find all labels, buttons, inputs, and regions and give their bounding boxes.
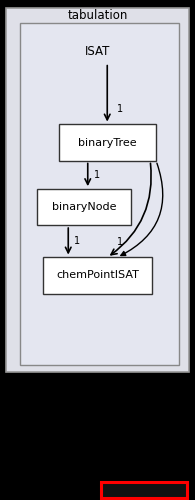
Text: 1: 1 [117,104,123,115]
Text: 1: 1 [74,236,80,246]
Text: ISAT: ISAT [85,45,110,58]
Bar [43,258,152,294]
Text: chemPointISAT: chemPointISAT [56,270,139,280]
Text: tabulation: tabulation [67,8,128,22]
Bar [58,124,156,160]
Bar [101,482,187,498]
Bar [37,189,131,225]
Text: binaryNode: binaryNode [52,202,116,212]
Text: 1: 1 [117,238,123,247]
Text: 1: 1 [94,170,100,180]
FancyArrowPatch shape [111,164,151,254]
Text: binaryTree: binaryTree [78,138,136,147]
FancyArrowPatch shape [121,163,163,256]
Bar [20,23,179,365]
